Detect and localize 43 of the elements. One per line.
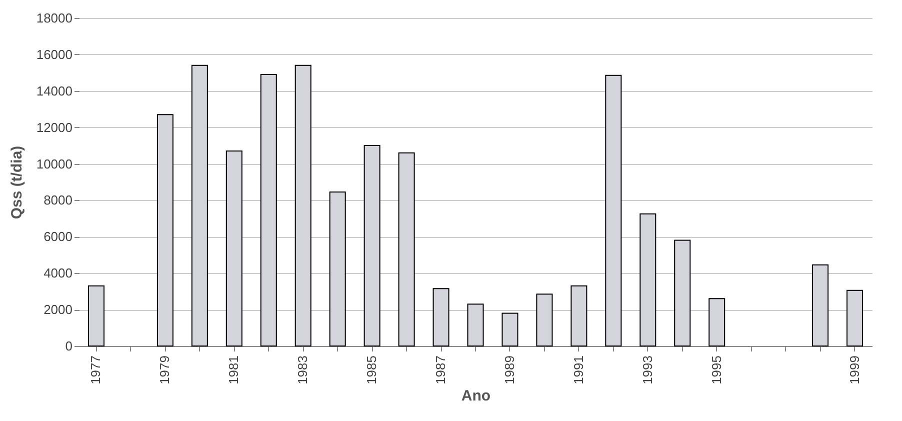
x-tick-label: 1979 xyxy=(157,356,172,384)
x-tick-label: 1981 xyxy=(226,356,242,384)
y-axis-title: Qss (t/dia) xyxy=(8,146,26,220)
bar xyxy=(536,294,553,346)
x-tick-label: 1995 xyxy=(708,356,724,384)
bar xyxy=(226,150,242,346)
y-tick-label: 2000 xyxy=(44,302,72,318)
y-tick-label: 10000 xyxy=(36,156,72,172)
x-tick-label: 1985 xyxy=(364,356,380,384)
bar xyxy=(846,290,864,346)
x-tick-label: 1999 xyxy=(846,356,862,384)
x-tick-label: 1987 xyxy=(433,356,448,384)
bar xyxy=(708,298,726,346)
y-tick-label: 12000 xyxy=(36,120,72,135)
bar xyxy=(398,152,415,346)
bar xyxy=(467,304,484,346)
bar xyxy=(329,192,346,346)
bar xyxy=(605,74,622,346)
bar xyxy=(364,145,380,346)
x-tick-label: 1977 xyxy=(88,356,104,384)
bar xyxy=(674,240,691,346)
y-tick-label: 6000 xyxy=(44,229,72,244)
bar xyxy=(191,64,208,346)
bar xyxy=(88,285,104,346)
y-tick-label: 8000 xyxy=(44,192,72,208)
y-tick-label: 16000 xyxy=(36,46,72,62)
bar xyxy=(640,213,656,346)
x-tick-label: 1991 xyxy=(570,356,586,384)
x-axis-title: Ano xyxy=(461,387,491,404)
y-tick-label: 18000 xyxy=(36,10,72,26)
bar xyxy=(812,264,829,346)
y-tick-label: 0 xyxy=(65,338,72,354)
x-tick-label: 1993 xyxy=(640,356,655,384)
y-tick-label: 14000 xyxy=(36,83,72,98)
bar xyxy=(502,312,518,346)
bar xyxy=(570,285,588,346)
bar xyxy=(294,64,312,346)
bar xyxy=(260,74,277,346)
bar xyxy=(156,114,174,346)
x-tick-label: 1983 xyxy=(295,356,310,384)
x-tick-label: 1989 xyxy=(502,356,517,384)
bar xyxy=(432,288,450,346)
y-tick-label: 4000 xyxy=(44,266,72,281)
